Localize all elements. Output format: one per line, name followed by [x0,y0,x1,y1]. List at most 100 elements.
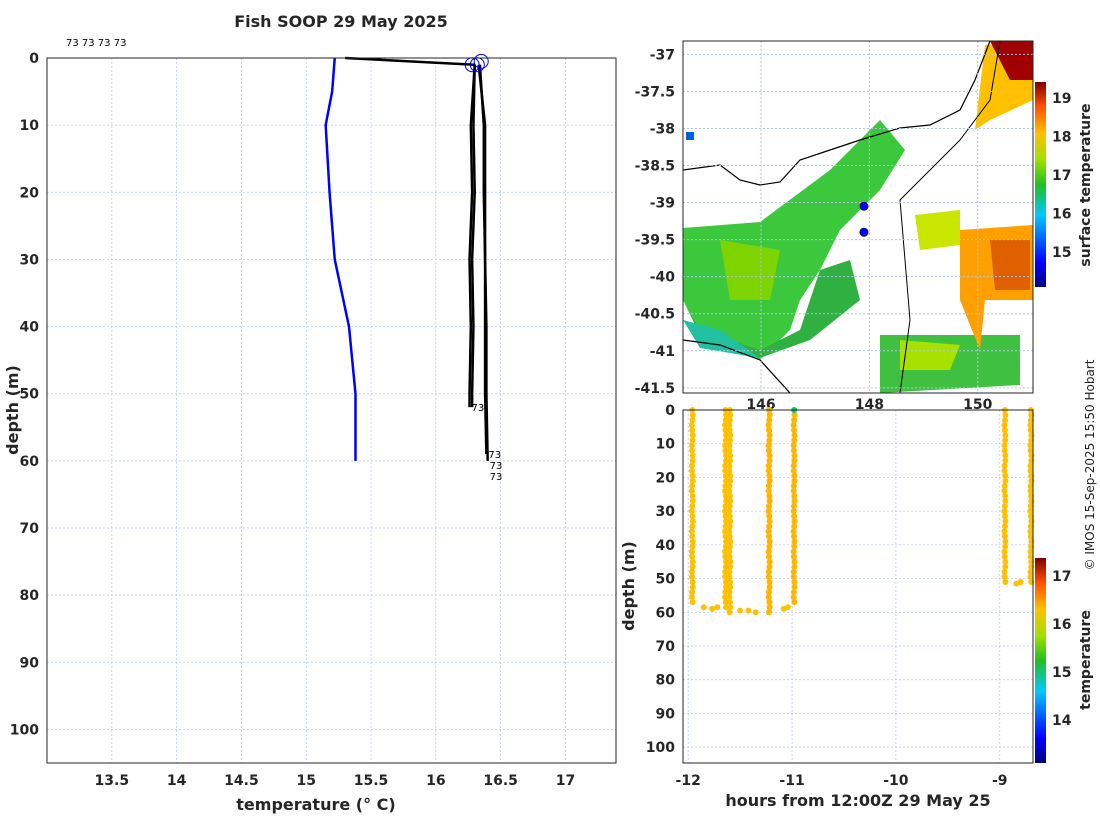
data-point [790,467,797,474]
data-point [727,472,734,479]
data-point [1002,457,1009,464]
data-point [791,452,798,459]
x-tick-label: -10 [883,773,909,789]
data-point [726,589,733,596]
data-point [1027,508,1034,515]
colorbar-tick-label: 19 [1052,91,1071,107]
data-point [727,452,734,459]
data-point [790,553,797,560]
data-point [722,599,729,606]
data-point [752,609,759,616]
data-point [791,432,798,439]
data-point [1001,503,1008,510]
sst-patch [990,41,1033,80]
map-plot: 146 148 150-37-37.5-38-38.5-39-39.5-40-40.… [635,40,1071,413]
data-point [1002,563,1009,570]
data-point [1002,472,1009,479]
data-point [726,594,733,601]
data-point [766,412,773,419]
data-point [791,503,798,510]
data-point [1002,412,1009,419]
data-point [722,437,729,444]
data-point [723,498,730,505]
data-point [723,412,730,419]
data-point [722,533,729,540]
y-tick-label: 70 [20,521,40,537]
data-point [722,508,729,515]
data-point [791,477,798,484]
data-point [722,584,729,591]
data-point [766,604,773,611]
data-point [723,558,730,565]
y-tick-label: 30 [20,252,40,268]
data-point [722,442,729,449]
data-point [1027,462,1034,469]
data-point [766,599,773,606]
coastline [683,41,991,186]
data-point [1027,487,1034,494]
data-point [689,584,696,591]
ship-position-marker [859,227,869,237]
y-tick-label: 100 [10,722,39,738]
data-point [791,437,798,444]
data-point [766,518,773,525]
data-point [688,568,695,575]
data-point [689,492,696,499]
data-point [790,462,797,469]
series-line-cast-2 [470,64,476,408]
data-point [791,417,798,424]
data-point [737,607,744,614]
data-point [791,543,798,550]
data-point [723,432,730,439]
data-point [790,508,797,515]
x-tick-label: 13.5 [95,773,130,789]
data-point [1027,528,1034,535]
series-line-climatology [324,57,357,461]
data-point [1028,498,1035,505]
data-point [726,462,733,469]
data-point [1027,422,1034,429]
data-point [765,462,772,469]
data-point [722,487,729,494]
plot-frame [682,409,1034,764]
data-point [722,492,729,499]
data-point [689,427,696,434]
data-point [790,548,797,555]
data-point [790,482,797,489]
data-point [689,563,696,570]
data-point [1013,580,1020,587]
data-point [791,412,798,419]
data-point [1027,523,1034,530]
data-point [723,604,730,611]
series-line-surface-segment [345,56,475,66]
data-point [722,452,729,459]
y-tick-label: 30 [656,504,676,520]
data-point [727,584,734,591]
x-tick-label: 15 [296,773,315,789]
data-point [1027,442,1034,449]
data-point [726,573,733,580]
data-point [766,503,773,510]
data-point [688,422,695,429]
data-point [765,508,772,515]
data-point [689,477,696,484]
map-frame [682,40,1034,394]
colorbar-tick-label: 15 [1052,665,1071,681]
data-point [726,442,733,449]
data-point [688,462,695,469]
data-point [726,609,733,616]
x-tick-label: 17 [556,773,575,789]
colorbar-tick-label: 17 [1052,168,1071,184]
data-point [1002,417,1009,424]
data-point [722,417,729,424]
data-point [689,447,696,454]
y-tick-label: 40 [20,320,40,336]
data-point [722,422,729,429]
y-tick-label: -39 [650,196,675,212]
data-point [791,492,798,499]
y-tick-label: 40 [656,538,676,554]
data-point [791,518,798,525]
data-point [726,417,733,424]
data-point [722,467,729,474]
